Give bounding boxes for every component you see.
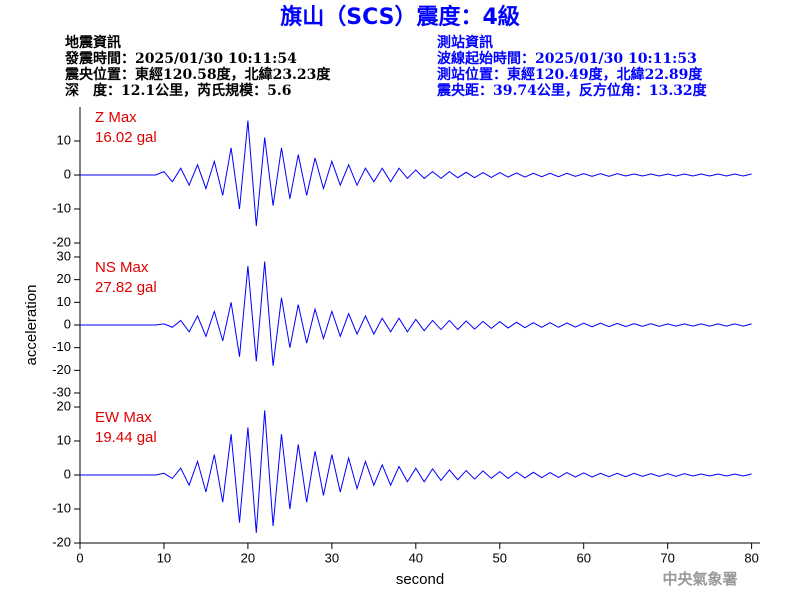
x-tick-label: 20 (241, 550, 255, 565)
y-tick-label: -30 (52, 384, 71, 399)
x-axis-label: second (396, 571, 444, 588)
y-tick-label: -20 (52, 534, 71, 549)
title: 旗山（SCS）震度：4級 (280, 4, 520, 30)
max-label: Z Max (95, 109, 137, 126)
y-tick-label: 0 (64, 316, 71, 331)
max-label: 27.82 gal (95, 279, 157, 296)
info-line: 發震時間：2025/01/30 10:11:54 (64, 50, 297, 67)
x-tick-label: 80 (744, 550, 758, 565)
waveform (80, 410, 752, 533)
waveform (80, 120, 752, 227)
y-tick-label: -20 (52, 362, 71, 377)
y-tick-label: 0 (64, 466, 71, 481)
info-line: 震央距：39.74公里，反方位角：13.32度 (436, 82, 708, 99)
info-line: 深 度：12.1公里，芮氏規模：5.6 (65, 82, 291, 99)
max-label: 19.44 gal (95, 429, 157, 446)
info-line: 波線起始時間：2025/01/30 10:11:53 (437, 50, 697, 67)
y-tick-label: 0 (64, 166, 71, 181)
agency: 中央氣象署 (662, 570, 737, 588)
waveform (80, 261, 752, 366)
y-tick-label: 20 (57, 398, 71, 413)
y-tick-label: -10 (52, 339, 71, 354)
event-info: 地震資訊 發震時間：2025/01/30 10:11:54 震央位置：東經120… (64, 34, 331, 99)
station-info: 測站資訊 波線起始時間：2025/01/30 10:11:53 測站位置：東經1… (436, 34, 708, 99)
x-tick-label: 30 (325, 550, 339, 565)
max-label: EW Max (95, 409, 152, 426)
y-tick-label: 30 (57, 248, 71, 263)
y-tick-label: 10 (57, 132, 71, 147)
max-label: 16.02 gal (95, 129, 157, 146)
x-tick-label: 70 (660, 550, 674, 565)
info-line: 震央位置：東經120.58度，北緯23.23度 (64, 66, 331, 83)
x-tick-label: 40 (409, 550, 423, 565)
x-tick-label: 50 (493, 550, 507, 565)
y-tick-label: 10 (57, 432, 71, 447)
x-tick-label: 60 (576, 550, 590, 565)
info-line: 測站資訊 (437, 34, 493, 51)
x-tick-label: 0 (76, 550, 83, 565)
y-axis-label: acceleration (23, 285, 40, 366)
y-tick-label: -20 (52, 234, 71, 249)
info-line: 地震資訊 (65, 34, 121, 51)
y-tick-label: 20 (57, 271, 71, 286)
max-label: NS Max (95, 259, 149, 276)
y-tick-label: -10 (52, 500, 71, 515)
info-line: 測站位置：東經120.49度，北緯22.89度 (437, 66, 703, 83)
y-tick-label: -10 (52, 200, 71, 215)
x-tick-label: 10 (157, 550, 171, 565)
y-tick-label: 10 (57, 294, 71, 309)
